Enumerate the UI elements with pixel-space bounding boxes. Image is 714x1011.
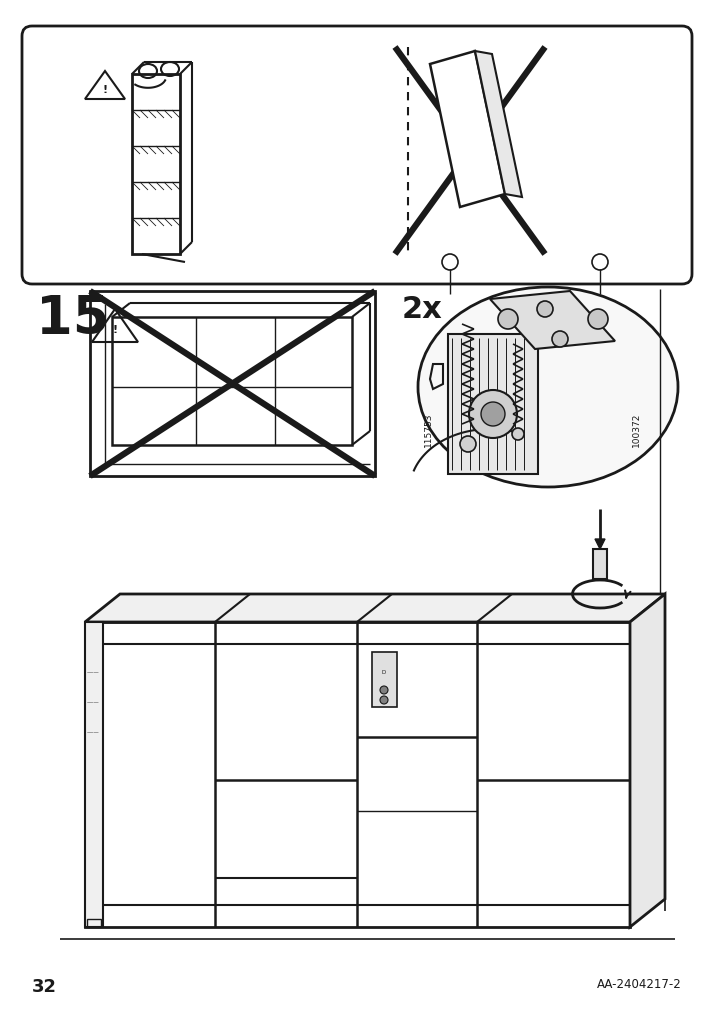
Text: AA-2404217-2: AA-2404217-2	[597, 977, 682, 990]
Text: D: D	[382, 670, 386, 674]
Circle shape	[481, 402, 505, 427]
Text: 100372: 100372	[631, 412, 640, 447]
Polygon shape	[490, 292, 615, 350]
Text: !: !	[112, 325, 118, 335]
Text: 32: 32	[32, 977, 57, 995]
Polygon shape	[430, 52, 505, 208]
Text: —·—: —·—	[86, 700, 99, 705]
Circle shape	[552, 332, 568, 348]
Bar	[85, 623, 103, 927]
Text: 115753: 115753	[423, 412, 433, 447]
Text: —·—: —·—	[86, 670, 99, 674]
Bar	[593, 549, 607, 579]
Circle shape	[588, 309, 608, 330]
Circle shape	[512, 429, 524, 441]
Ellipse shape	[418, 288, 678, 487]
Circle shape	[498, 309, 518, 330]
Bar	[448, 335, 538, 474]
Text: 15: 15	[36, 293, 109, 345]
Polygon shape	[630, 594, 665, 927]
Text: 2x: 2x	[402, 295, 443, 324]
Bar	[87, 919, 101, 927]
Polygon shape	[85, 594, 665, 623]
Bar	[372, 652, 397, 708]
Circle shape	[380, 686, 388, 695]
FancyBboxPatch shape	[22, 27, 692, 285]
Polygon shape	[595, 540, 605, 549]
Bar	[112, 317, 352, 446]
Bar	[90, 292, 375, 476]
Bar	[85, 623, 630, 927]
Text: —·—: —·—	[86, 730, 99, 735]
Circle shape	[380, 697, 388, 705]
Circle shape	[469, 390, 517, 439]
Polygon shape	[475, 52, 522, 198]
Circle shape	[460, 437, 476, 453]
Text: !: !	[102, 85, 108, 95]
Circle shape	[537, 301, 553, 317]
Bar	[132, 75, 180, 255]
